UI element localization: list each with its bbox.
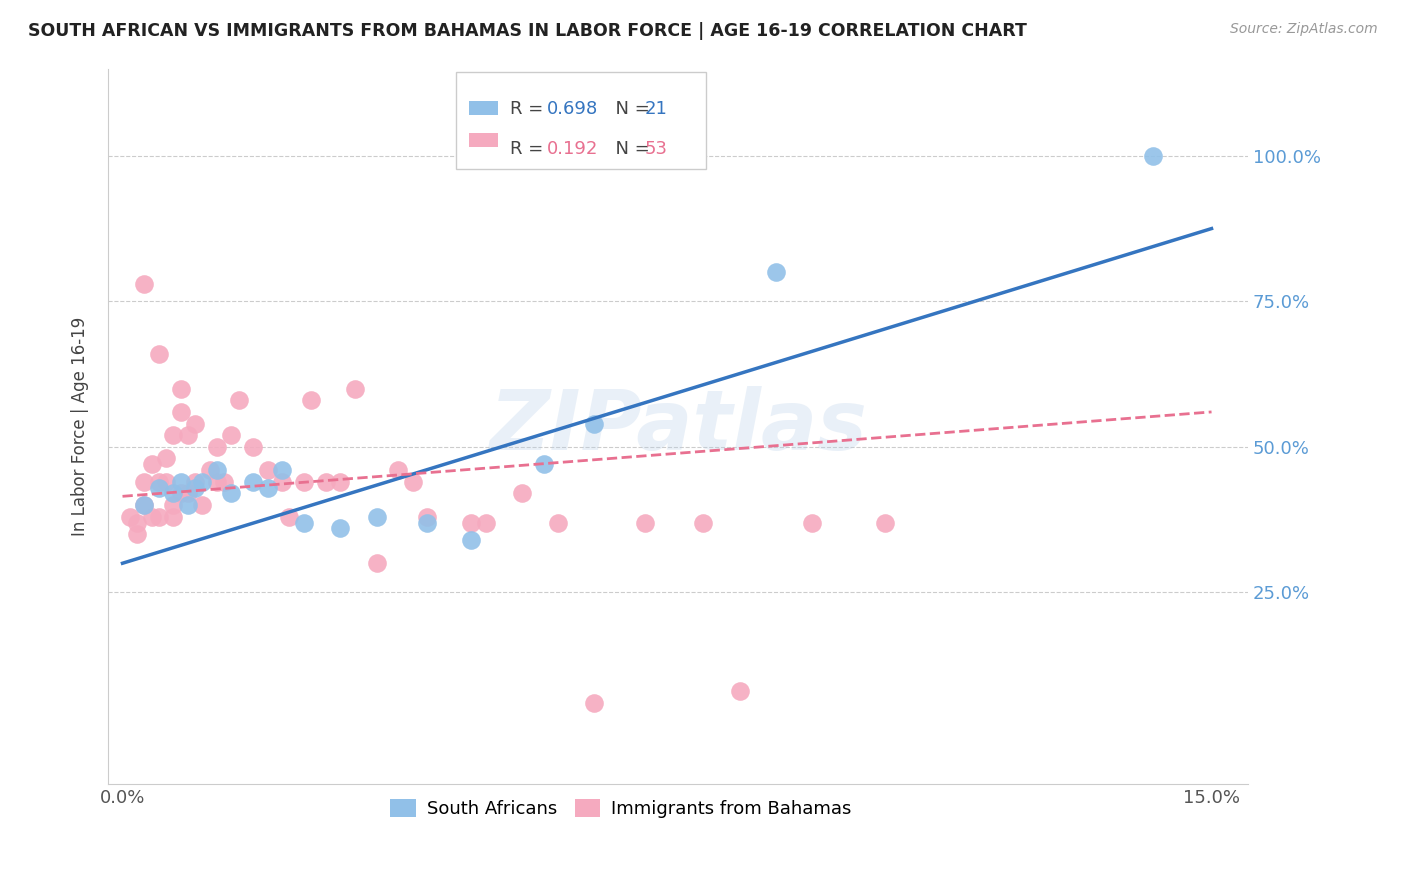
Point (184, 475, 207, 489)
Point (177, 428, 200, 442)
Point (162, 498, 184, 512)
Point (134, 498, 156, 512)
Point (315, 475, 337, 489)
Point (169, 486, 191, 500)
Point (125, 516, 148, 530)
Point (366, 556, 388, 570)
Point (198, 463, 221, 477)
Point (184, 481, 207, 495)
Point (141, 509, 163, 524)
Point (242, 475, 264, 489)
Point (134, 277, 156, 291)
Point (256, 463, 278, 477)
Point (801, 516, 824, 530)
Point (634, 516, 657, 530)
Text: 21: 21 (645, 100, 668, 119)
Text: N =: N = (603, 100, 655, 119)
Point (256, 481, 278, 495)
Point (1142, 149, 1164, 163)
Y-axis label: In Labor Force | Age 16-19: In Labor Force | Age 16-19 (72, 317, 89, 536)
Point (583, 696, 606, 710)
Point (177, 498, 200, 512)
Point (271, 475, 294, 489)
Legend: South Africans, Immigrants from Bahamas: South Africans, Immigrants from Bahamas (384, 792, 859, 825)
Point (118, 509, 141, 524)
Point (278, 509, 301, 524)
Point (191, 498, 214, 512)
FancyBboxPatch shape (470, 133, 498, 147)
Point (162, 428, 184, 442)
Point (205, 440, 228, 454)
Point (191, 475, 214, 489)
Text: SOUTH AFRICAN VS IMMIGRANTS FROM BAHAMAS IN LABOR FORCE | AGE 16-19 CORRELATION : SOUTH AFRICAN VS IMMIGRANTS FROM BAHAMAS… (28, 22, 1026, 40)
Point (692, 516, 714, 530)
Point (148, 475, 170, 489)
Point (162, 509, 184, 524)
Point (148, 347, 170, 361)
Point (155, 475, 177, 489)
Point (134, 475, 156, 489)
Point (329, 521, 352, 535)
Point (292, 475, 315, 489)
Point (271, 463, 294, 477)
Point (205, 463, 228, 477)
Point (169, 382, 191, 396)
Point (221, 486, 243, 500)
Point (329, 475, 352, 489)
Point (184, 417, 207, 431)
Point (416, 516, 439, 530)
Point (141, 458, 163, 472)
Point (125, 527, 148, 541)
Point (177, 486, 200, 500)
Point (510, 486, 533, 500)
Point (402, 475, 425, 489)
Point (366, 509, 388, 524)
Text: 53: 53 (645, 140, 668, 158)
Point (416, 509, 439, 524)
FancyBboxPatch shape (470, 101, 498, 115)
Point (728, 684, 751, 698)
Text: ZIPatlas: ZIPatlas (489, 386, 868, 467)
Point (162, 486, 184, 500)
Point (460, 516, 482, 530)
Point (765, 265, 787, 279)
Point (533, 458, 555, 472)
Text: Source: ZipAtlas.com: Source: ZipAtlas.com (1230, 22, 1378, 37)
Point (228, 393, 250, 408)
Point (155, 451, 177, 466)
Text: 0.192: 0.192 (547, 140, 598, 158)
Point (148, 481, 170, 495)
Point (583, 417, 606, 431)
Text: R =: R = (510, 100, 550, 119)
Point (169, 475, 191, 489)
Point (169, 405, 191, 419)
Point (474, 516, 496, 530)
Point (547, 516, 569, 530)
Text: N =: N = (603, 140, 655, 158)
Text: 0.698: 0.698 (547, 100, 598, 119)
Point (134, 498, 156, 512)
Point (242, 440, 264, 454)
Point (148, 509, 170, 524)
Point (299, 393, 322, 408)
Point (292, 516, 315, 530)
Text: R =: R = (510, 140, 550, 158)
Point (873, 516, 896, 530)
Point (460, 533, 482, 547)
Point (387, 463, 409, 477)
Point (212, 475, 235, 489)
Point (205, 475, 228, 489)
Point (343, 382, 366, 396)
Point (221, 428, 243, 442)
FancyBboxPatch shape (456, 72, 706, 169)
